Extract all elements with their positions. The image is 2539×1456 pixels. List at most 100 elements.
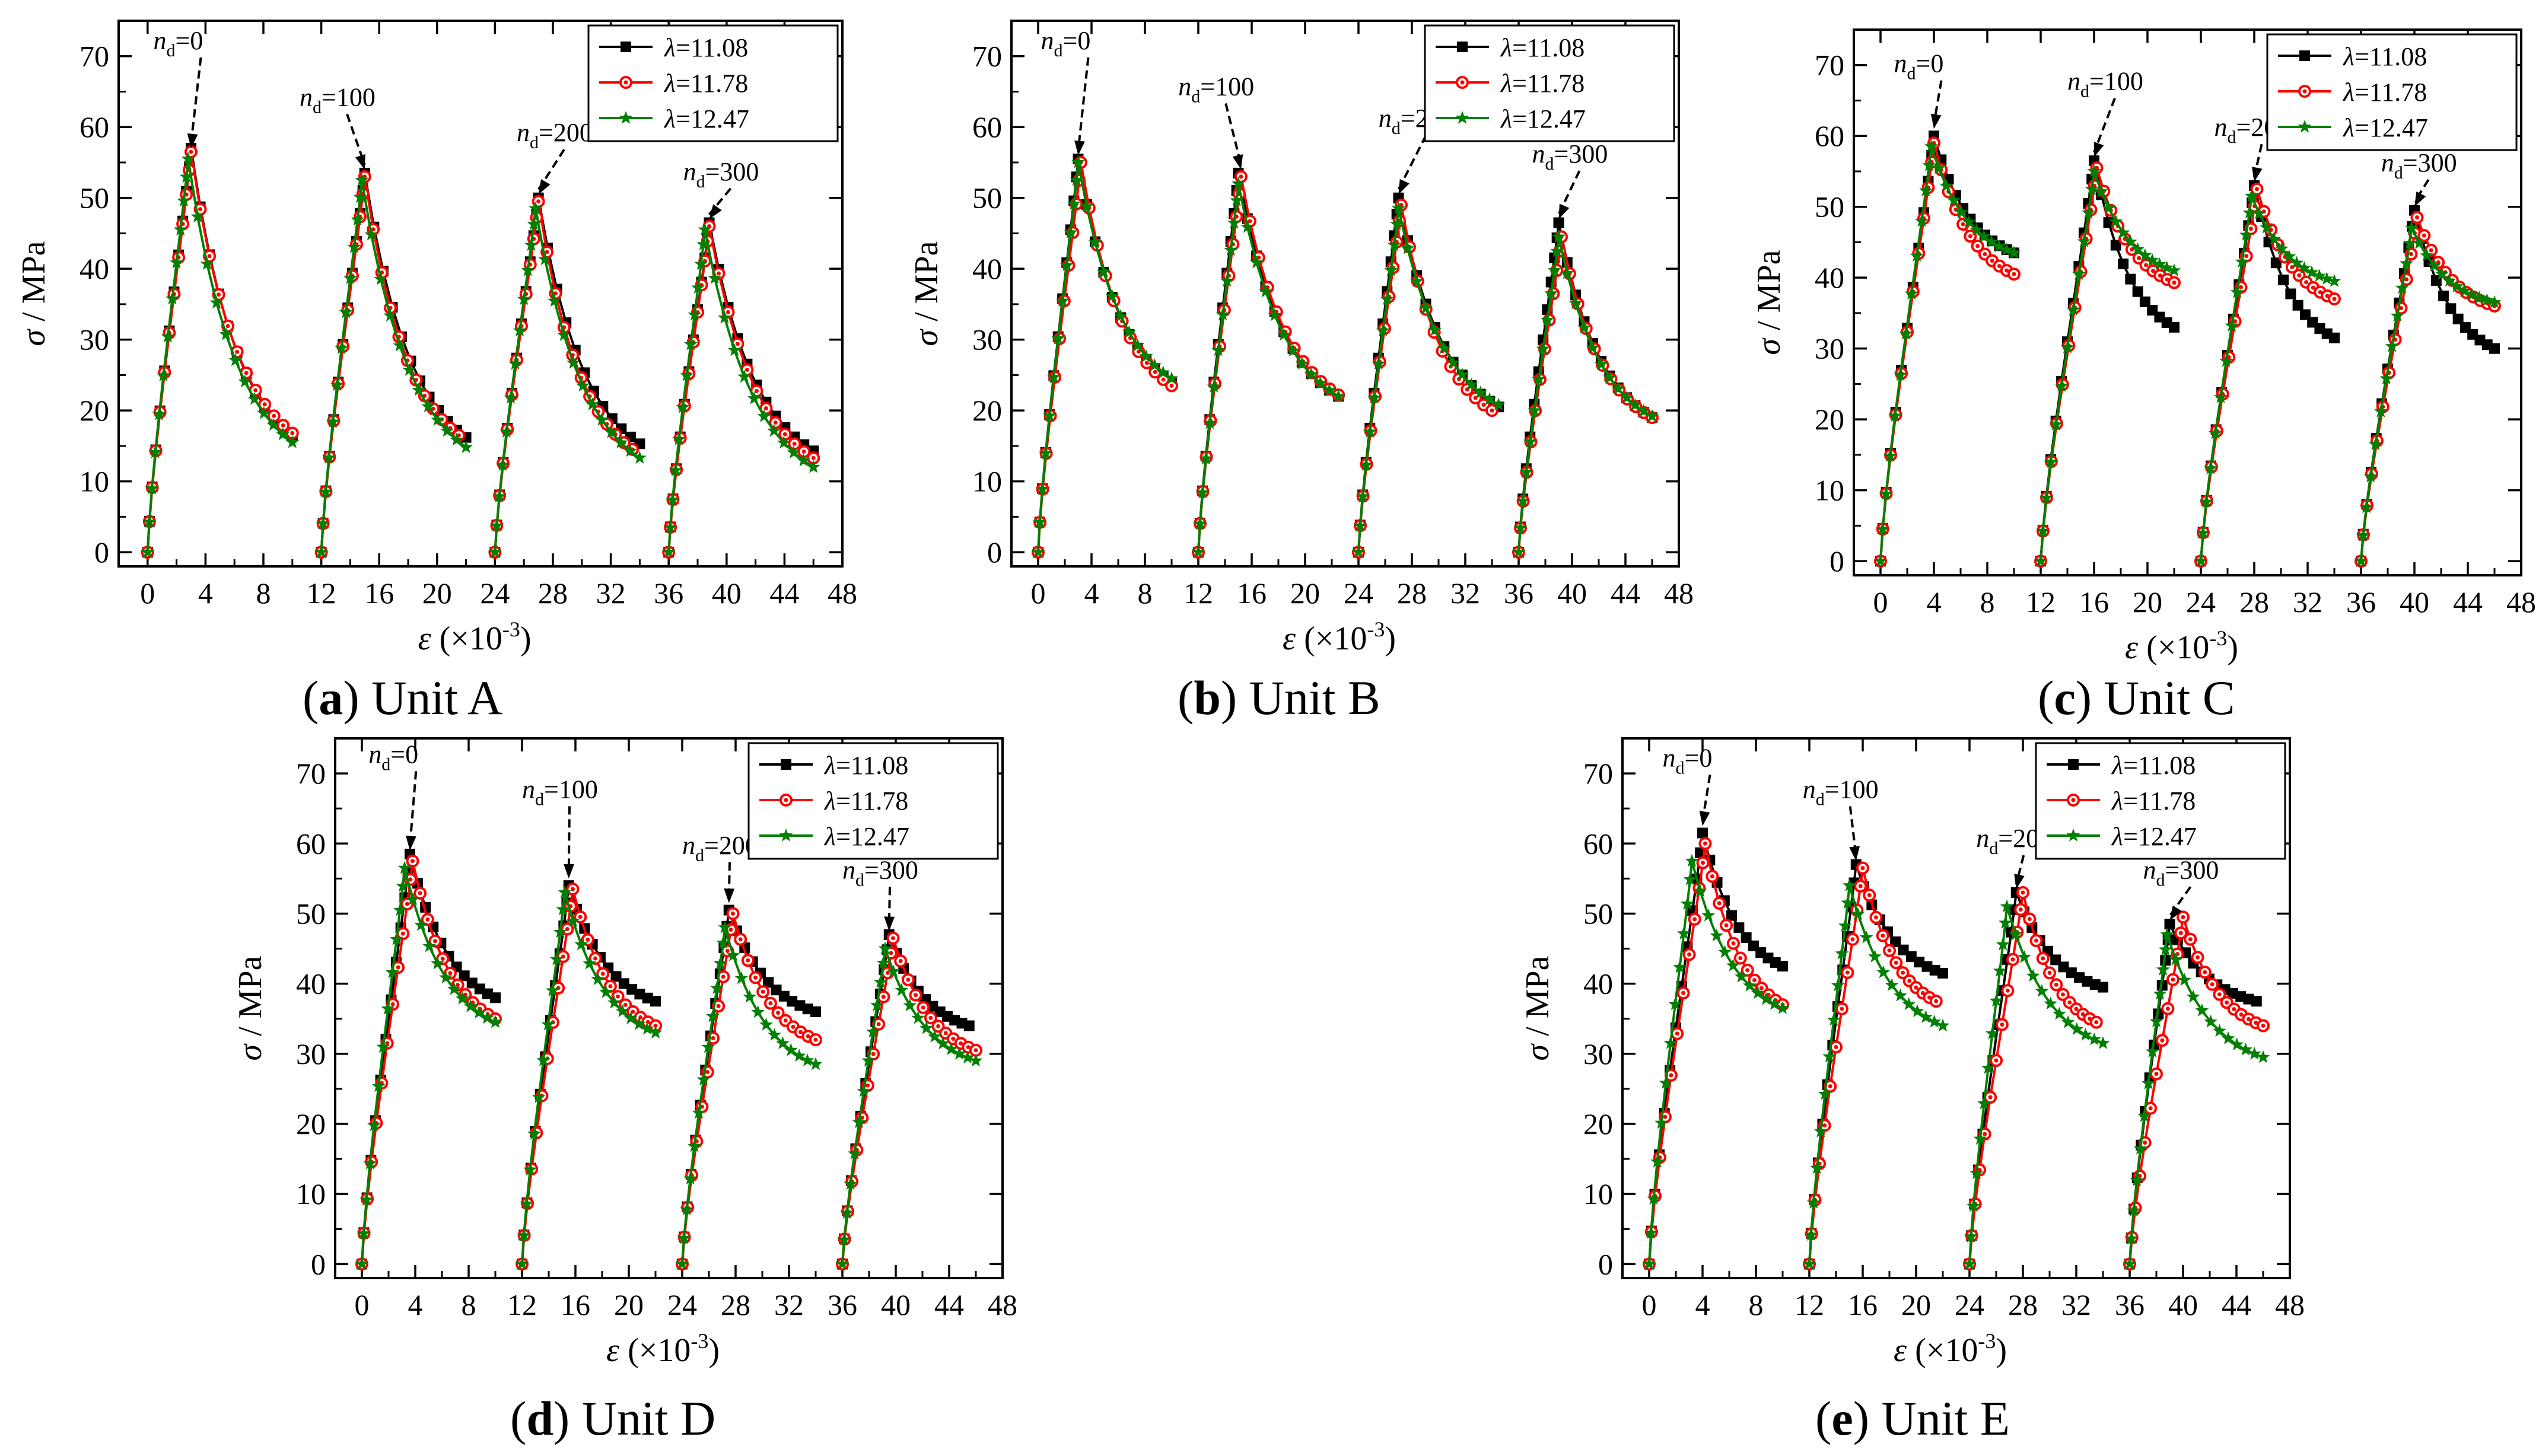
data-point bbox=[1277, 327, 1291, 341]
arrow-head bbox=[355, 154, 365, 170]
data-point-dot bbox=[2255, 187, 2259, 192]
y-tick-label: 0 bbox=[1598, 1247, 1613, 1280]
x-tick-label: 40 bbox=[2168, 1288, 2198, 1321]
series-group bbox=[1873, 130, 2502, 568]
series-line bbox=[2128, 934, 2264, 1264]
data-point-dot bbox=[411, 859, 415, 864]
data-point-dot bbox=[385, 1041, 390, 1046]
data-point bbox=[1835, 947, 1849, 960]
arrow-head bbox=[1930, 113, 1942, 129]
data-point bbox=[2130, 1173, 2144, 1187]
data-point bbox=[2312, 269, 2326, 282]
data-point bbox=[2123, 1257, 2137, 1270]
data-point bbox=[376, 1040, 390, 1053]
data-point bbox=[1741, 932, 1752, 944]
x-tick-label: 8 bbox=[462, 1288, 476, 1321]
data-point-dot bbox=[235, 349, 240, 354]
data-point bbox=[1677, 926, 1691, 939]
data-point bbox=[800, 1053, 814, 1066]
data-point bbox=[553, 925, 567, 938]
series-λ=12.47 bbox=[1031, 155, 1659, 558]
data-point bbox=[751, 1005, 765, 1018]
data-point bbox=[952, 1047, 966, 1060]
data-point bbox=[837, 1232, 851, 1246]
data-point bbox=[517, 292, 531, 305]
data-point-dot bbox=[1473, 396, 1478, 400]
data-point bbox=[1353, 518, 1367, 532]
data-point bbox=[2094, 184, 2108, 197]
series-line bbox=[2360, 224, 2495, 562]
data-point bbox=[1954, 205, 1968, 218]
x-tick-label: 44 bbox=[769, 576, 799, 610]
data-point bbox=[1039, 446, 1053, 460]
data-point-dot bbox=[2137, 256, 2142, 260]
data-point-dot bbox=[456, 983, 460, 987]
data-point-dot bbox=[2178, 931, 2183, 935]
data-point bbox=[1806, 1196, 1821, 1209]
x-tick-label: 32 bbox=[1450, 576, 1480, 610]
data-point bbox=[2379, 371, 2394, 385]
x-axis-label: ε (×10-3) bbox=[1894, 1329, 2007, 1369]
data-point-dot bbox=[2297, 273, 2302, 278]
data-point bbox=[2256, 1050, 2270, 1063]
data-point bbox=[1637, 404, 1651, 418]
data-point bbox=[1363, 425, 1377, 438]
data-point bbox=[1673, 960, 1687, 973]
data-point bbox=[1767, 997, 1781, 1010]
data-point bbox=[895, 983, 909, 996]
legend-label: λ=11.78 bbox=[823, 786, 908, 815]
data-point bbox=[219, 327, 233, 340]
series-line bbox=[667, 230, 814, 553]
x-tick-label: 16 bbox=[561, 1288, 590, 1321]
data-point bbox=[677, 1231, 691, 1244]
data-point bbox=[2274, 241, 2289, 255]
data-point bbox=[688, 1139, 701, 1152]
data-point bbox=[2026, 968, 2040, 982]
data-point bbox=[2260, 220, 2274, 234]
series-λ=11.78 bbox=[1032, 155, 1659, 559]
arrow-head bbox=[2251, 167, 2263, 182]
data-point bbox=[675, 1257, 689, 1270]
data-point bbox=[1645, 409, 1659, 422]
data-point bbox=[538, 252, 552, 266]
data-point bbox=[1902, 997, 1916, 1011]
series-line bbox=[1879, 135, 2015, 562]
data-point bbox=[835, 1257, 849, 1270]
series-line bbox=[667, 226, 814, 553]
data-point-dot bbox=[2246, 1017, 2251, 1021]
data-point bbox=[2213, 1024, 2226, 1037]
data-point bbox=[1067, 197, 1081, 210]
data-point bbox=[2395, 281, 2409, 294]
data-point bbox=[696, 1072, 711, 1086]
data-point bbox=[663, 520, 677, 534]
data-point bbox=[1937, 967, 1948, 979]
legend-label: λ=12.47 bbox=[2111, 822, 2197, 851]
data-point bbox=[396, 879, 410, 892]
data-point bbox=[1216, 307, 1230, 321]
data-point bbox=[696, 237, 711, 250]
y-tick-label: 50 bbox=[79, 181, 109, 215]
data-point bbox=[548, 294, 562, 307]
data-point bbox=[2087, 164, 2101, 177]
data-point bbox=[691, 281, 705, 294]
data-point bbox=[1080, 199, 1094, 212]
data-point bbox=[1683, 872, 1697, 885]
caption-e: (e) Unit E bbox=[1815, 1391, 2010, 1445]
data-point-dot bbox=[2261, 1024, 2266, 1028]
data-point-dot bbox=[1907, 979, 1912, 983]
data-point bbox=[381, 1001, 395, 1015]
data-point bbox=[1071, 155, 1085, 168]
data-point bbox=[355, 173, 369, 186]
data-point bbox=[1659, 1076, 1673, 1089]
data-point-dot bbox=[876, 1022, 881, 1027]
data-point bbox=[363, 1156, 377, 1170]
data-point-dot bbox=[1724, 923, 1729, 928]
chart-a: 0 4 8 12 16 20 24 28 32 36 40 44 48010203040506070ε … bbox=[15, 20, 857, 657]
data-point bbox=[2457, 283, 2471, 297]
x-tick-label: 16 bbox=[1848, 1288, 1878, 1321]
data-point bbox=[459, 440, 473, 453]
data-point bbox=[472, 1005, 486, 1019]
data-point bbox=[1384, 263, 1398, 276]
data-point-dot bbox=[2148, 1106, 2153, 1111]
legend-marker bbox=[2066, 829, 2080, 842]
